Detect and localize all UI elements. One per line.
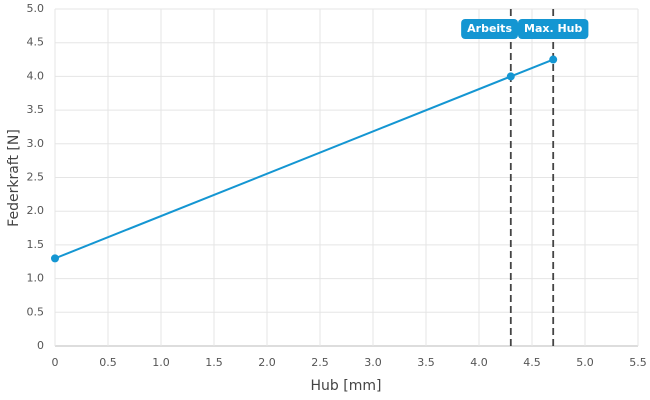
y-tick-label: 0.5 [27,305,45,318]
y-axis-title: Federkraft [N] [6,129,22,227]
y-tick-label: 2.5 [27,171,45,184]
x-tick-label: 1.5 [205,356,223,369]
data-point [506,72,515,81]
x-axis-title: Hub [mm] [311,378,382,394]
y-tick-label: 4.0 [27,69,45,82]
x-tick-label: 2.0 [258,356,276,369]
x-tick-label: 4.5 [523,356,541,369]
y-tick-label: 2.0 [27,204,45,217]
y-tick-label: 3.0 [27,137,45,150]
y-tick-label: 4.5 [27,36,45,49]
data-point [549,55,558,64]
x-tick-label: 1.0 [152,356,170,369]
x-tick-label: 0 [52,356,59,369]
annotation-box [518,19,589,39]
y-tick-label: 5.0 [27,2,45,15]
y-tick-label: 0 [37,339,44,352]
y-tick-label: 3.5 [27,103,45,116]
x-tick-label: 0.5 [99,356,117,369]
x-tick-label: 5.5 [629,356,647,369]
y-tick-label: 1.5 [27,238,45,251]
x-tick-label: 2.5 [311,356,329,369]
x-tick-label: 4.0 [470,356,488,369]
series-line [54,58,554,260]
x-tick-label: 3.5 [417,356,435,369]
x-tick-label: 5.0 [576,356,594,369]
annotation-label: Max. Hub [524,22,583,35]
annotation-box [461,19,519,39]
annotation-label: Arbeits [467,22,512,35]
data-point [51,254,59,263]
y-tick-label: 1.0 [27,272,45,285]
x-tick-label: 3.0 [364,356,382,369]
